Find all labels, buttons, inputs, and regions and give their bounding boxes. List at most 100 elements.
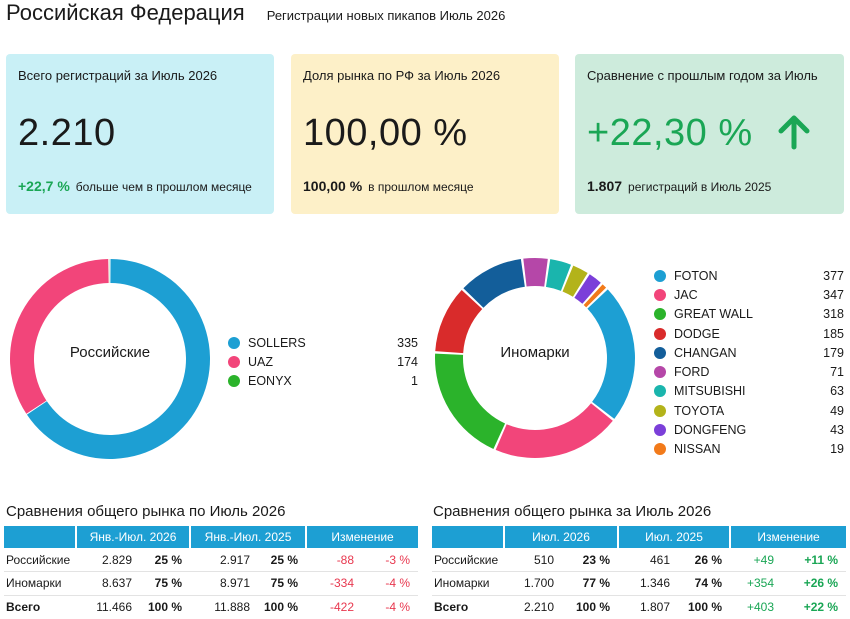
- cell-previous-pct: 25 %: [254, 548, 307, 572]
- cell-current-pct: 23 %: [558, 548, 619, 572]
- cell-current: 8.637: [76, 571, 136, 596]
- legend-value: 1: [411, 374, 418, 389]
- row-label: Всего: [434, 600, 469, 614]
- cell-change: -88: [306, 548, 363, 572]
- legend-item: EONYX 1: [228, 372, 418, 391]
- cell-current: 2.829: [76, 548, 136, 572]
- legend-value: 347: [823, 287, 844, 302]
- cell-current: 1.700: [504, 571, 558, 596]
- table-header-cell: Июл. 2026: [504, 526, 620, 548]
- cell-previous: 1.807: [639, 600, 671, 614]
- donut-slice-dodge: [435, 289, 483, 354]
- cell-current-pct: 25 %: [136, 548, 191, 572]
- donut-slice-great-wall: [435, 353, 506, 449]
- comparison-table-ytd: Янв.-Июл. 2026 Янв.-Июл. 2025 Изменение …: [4, 526, 419, 619]
- legend-item: GREAT WALL 318: [654, 305, 844, 324]
- donut-slice-dongfeng: [574, 274, 601, 304]
- donut-slice-nissan: [583, 284, 607, 308]
- donut-slice-ford: [523, 258, 548, 287]
- legend-item: JAC 347: [654, 285, 844, 304]
- table-header-cell: [4, 526, 77, 548]
- legend-swatch: [228, 375, 240, 388]
- legend-value: 174: [397, 354, 418, 369]
- donut-slice-foton: [587, 289, 635, 419]
- cell-previous-pct: 100 %: [264, 600, 299, 614]
- kpi-footnote: +22,7 % больше чем в прошлом месяце: [18, 178, 252, 194]
- kpi-footnote: 1.807 регистраций в Июль 2025: [587, 178, 771, 194]
- donut-slice-jac: [495, 403, 613, 458]
- legend-value: 318: [823, 307, 844, 322]
- legend-value: 179: [823, 345, 844, 360]
- cell-previous: 1.346: [618, 571, 675, 596]
- table-title-ytd: Сравнения общего рынка по Июль 2026: [6, 503, 286, 520]
- table-row: Российские 2.829 25 % 2.917 25 % -88 -3 …: [4, 548, 419, 572]
- kpi-footnote-number: +22,7 %: [18, 178, 70, 194]
- page-header: Российская Федерация Регистрации новых п…: [6, 0, 505, 32]
- kpi-label: Всего регистраций за Июль 2026: [18, 68, 218, 83]
- legend-swatch: [654, 443, 666, 456]
- page-subtitle: Регистрации новых пикапов Июль 2026: [266, 8, 506, 23]
- legend-label: FOTON: [674, 268, 718, 283]
- legend-item: UAZ 174: [228, 352, 418, 371]
- cell-change-pct: -3 %: [362, 548, 419, 572]
- kpi-footnote-number: 100,00 %: [303, 178, 363, 194]
- legend-value: 335: [397, 335, 418, 350]
- legend-item: SOLLERS 335: [228, 333, 418, 352]
- legend-value: 43: [830, 423, 844, 438]
- legend-swatch: [654, 404, 666, 417]
- legend-value: 49: [830, 403, 844, 418]
- row-label: Иномарки: [4, 571, 76, 596]
- kpi-footnote-number: 1.807: [587, 178, 623, 194]
- cell-change: +354: [730, 571, 783, 596]
- kpi-footnote-text: регистраций в Июль 2025: [628, 180, 772, 194]
- legend-russian: SOLLERS 335 UAZ 174 EONYX 1: [228, 333, 418, 391]
- legend-item: DONGFENG 43: [654, 420, 844, 439]
- table-header-cell: Изменение: [730, 526, 847, 548]
- cell-change-pct: +11 %: [782, 548, 847, 572]
- donut-chart-foreign: [435, 258, 635, 458]
- legend-swatch: [654, 327, 666, 340]
- kpi-card-yoy: Сравнение с прошлым годом за Июль +22,30…: [575, 54, 844, 214]
- row-label: Российские: [4, 548, 76, 572]
- legend-label: SOLLERS: [248, 335, 306, 350]
- legend-label: DONGFENG: [674, 423, 747, 438]
- legend-swatch: [654, 308, 666, 321]
- legend-label: MITSUBISHI: [674, 384, 746, 399]
- legend-value: 377: [823, 268, 844, 283]
- legend-swatch: [654, 424, 666, 437]
- legend-swatch: [654, 366, 666, 379]
- cell-previous-pct: 75 %: [254, 571, 307, 596]
- table-row-total: Всего 2.210 100 % 1.807 100 % +403 +22 %: [432, 595, 846, 619]
- legend-swatch: [654, 346, 666, 359]
- legend-label: FORD: [674, 365, 710, 380]
- cell-previous-pct: 26 %: [674, 548, 731, 572]
- arrow-up-icon: [778, 115, 810, 150]
- row-label: Иномарки: [432, 571, 504, 596]
- row-label: Российские: [432, 548, 504, 572]
- legend-swatch: [654, 288, 666, 301]
- legend-value: 185: [823, 326, 844, 341]
- donut-slice-changan: [463, 259, 525, 308]
- cell-change: -422: [330, 600, 355, 614]
- legend-swatch: [228, 355, 240, 368]
- table-header-cell: [432, 526, 505, 548]
- legend-swatch: [228, 336, 240, 349]
- cell-change-pct: +26 %: [782, 571, 847, 596]
- legend-label: JAC: [674, 287, 698, 302]
- kpi-value: 2.210: [18, 112, 116, 154]
- donut-center-label: Иномарки: [500, 344, 570, 361]
- donut-center-label: Российские: [69, 344, 151, 361]
- cell-change-pct: +22 %: [803, 600, 839, 614]
- cell-previous-pct: 100 %: [688, 600, 723, 614]
- table-header-cell: Янв.-Июл. 2026: [76, 526, 192, 548]
- legend-item: CHANGAN 179: [654, 343, 844, 362]
- legend-item: MITSUBISHI 63: [654, 382, 844, 401]
- kpi-label: Сравнение с прошлым годом за Июль: [587, 68, 818, 83]
- legend-item: TOYOTA 49: [654, 401, 844, 420]
- cell-current-pct: 77 %: [558, 571, 619, 596]
- legend-label: CHANGAN: [674, 345, 737, 360]
- legend-value: 63: [830, 384, 844, 399]
- table-header-row: Июл. 2026 Июл. 2025 Изменение: [432, 526, 847, 548]
- table-row-total: Всего 11.466 100 % 11.888 100 % -422 -4 …: [4, 595, 418, 619]
- kpi-label: Доля рынка по РФ за Июль 2026: [303, 68, 501, 83]
